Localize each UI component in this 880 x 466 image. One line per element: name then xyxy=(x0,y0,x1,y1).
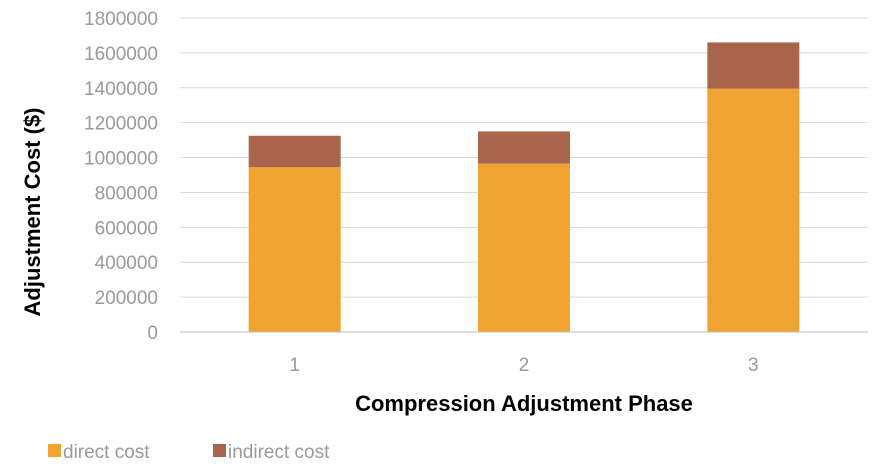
y-tick-label: 1600000 xyxy=(84,44,158,65)
y-tick-label: 1400000 xyxy=(84,79,158,100)
y-tick-label: 800000 xyxy=(95,183,158,204)
y-tick-label: 1200000 xyxy=(84,114,158,135)
x-tick-label: 1 xyxy=(289,355,300,376)
y-tick-label: 600000 xyxy=(95,218,158,239)
y-axis-title: Adjustment Cost ($) xyxy=(20,108,45,317)
y-axis-ticks: 0 200000 400000 600000 800000 1000000 1200000 1… xyxy=(84,9,158,344)
bar-direct-cost-2 xyxy=(478,163,570,332)
y-tick-label: 400000 xyxy=(95,253,158,274)
bar-indirect-cost-2 xyxy=(478,131,570,164)
legend-swatch xyxy=(213,444,226,457)
legend-label: direct cost xyxy=(63,442,150,463)
x-axis-title: Compression Adjustment Phase xyxy=(355,391,693,416)
bar-indirect-cost-1 xyxy=(248,135,341,168)
x-tick-label: 3 xyxy=(748,355,759,376)
y-tick-label: 1000000 xyxy=(84,149,158,170)
x-axis-ticks: 1 2 3 xyxy=(289,355,758,376)
y-tick-label: 1800000 xyxy=(84,9,158,30)
y-tick-label: 0 xyxy=(147,323,158,344)
y-tick-label: 200000 xyxy=(95,288,158,309)
legend: direct cost indirect cost xyxy=(48,442,330,463)
legend-label: indirect cost xyxy=(228,442,330,463)
bars xyxy=(248,42,800,333)
bar-indirect-cost-3 xyxy=(707,42,800,89)
x-tick-label: 2 xyxy=(519,355,530,376)
legend-swatch xyxy=(48,444,61,457)
bar-direct-cost-3 xyxy=(707,88,800,333)
bar-direct-cost-1 xyxy=(248,167,341,332)
